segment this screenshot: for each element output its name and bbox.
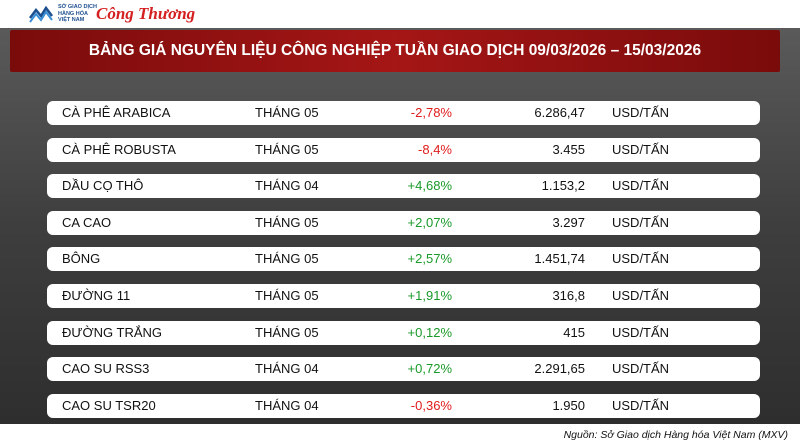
table-row: CÀ PHÊ ROBUSTA THÁNG 05 -8,4% 3.455 USD/TẤN — [47, 137, 760, 162]
month: THÁNG 05 — [255, 251, 319, 267]
unit: USD/TẤN — [612, 141, 670, 157]
change: -0,36% — [410, 397, 452, 413]
change: +2,57% — [407, 251, 452, 267]
table-row: CÀ PHÊ ARABICA THÁNG 05 -2,78% 6.286,47 USD/… — [47, 101, 760, 125]
unit: USD/TẤN — [612, 324, 670, 340]
change: -2,78% — [410, 105, 452, 120]
table-row: ĐƯỜNG TRẮNG THÁNG 05 +0,12% 415 USD/TẤN — [47, 320, 760, 345]
change: +0,12% — [407, 324, 452, 340]
unit: USD/TẤN — [612, 251, 670, 267]
change: +0,72% — [407, 361, 452, 377]
month: THÁNG 05 — [255, 288, 319, 303]
table-row: ĐƯỜNG 11 THÁNG 05 +1,91% 316,8 USD/TẤN — [47, 284, 760, 308]
commodity: ĐƯỜNG 11 — [62, 288, 131, 303]
month: THÁNG 05 — [255, 214, 319, 230]
table-row: CA CAO THÁNG 05 +2,07% 3.297 USD/TẤN — [47, 210, 760, 235]
unit: USD/TẤN — [612, 361, 670, 377]
month: THÁNG 05 — [255, 324, 319, 340]
commodity: CA CAO — [62, 214, 112, 230]
change: +1,91% — [407, 288, 452, 303]
commodity: CÀ PHÊ ARABICA — [62, 105, 171, 120]
price: 3.297 — [552, 214, 585, 230]
commodity: DẦU CỌ THÔ — [62, 178, 144, 194]
unit: USD/TẤN — [612, 178, 670, 194]
unit: USD/TẤN — [612, 288, 670, 303]
month: THÁNG 04 — [255, 397, 319, 413]
price: 415 — [563, 324, 585, 340]
month: THÁNG 04 — [255, 361, 319, 377]
commodity: ĐƯỜNG TRẮNG — [62, 324, 163, 340]
brand: Công Thương — [96, 4, 196, 23]
table-row: CAO SU RSS3 THÁNG 04 +0,72% 2.291,65 USD/TẤN — [47, 357, 760, 382]
table-row: CAO SU TSR20 THÁNG 04 -0,36% 1.950 USD/TẤN — [47, 393, 760, 418]
unit: USD/TẤN — [612, 214, 670, 230]
price: 3.455 — [552, 141, 585, 157]
month: THÁNG 05 — [255, 105, 319, 120]
change: -8,4% — [418, 141, 452, 157]
month: THÁNG 05 — [255, 141, 319, 157]
commodity: CAO SU TSR20 — [62, 397, 156, 413]
month: THÁNG 04 — [255, 178, 319, 194]
commodity: BÔNG — [62, 251, 101, 267]
change: +2,07% — [407, 214, 452, 230]
price: 2.291,65 — [534, 361, 585, 377]
source: Nguồn: Sở Giao dịch Hàng hóa Việt Nam (M… — [563, 429, 788, 441]
logo-line: VIỆT NAM — [58, 17, 85, 23]
title: BẢNG GIÁ NGUYÊN LIỆU CÔNG NGHIỆP TUẦN GI… — [10, 30, 780, 72]
logo-line: SỞ GIAO DỊCH — [58, 4, 97, 10]
price: 1.451,74 — [534, 251, 585, 267]
logo-text: SỞ GIAO DỊCH HÀNG HÓA VIỆT NAM — [58, 4, 97, 24]
unit: USD/TẤN — [612, 105, 670, 120]
unit: USD/TẤN — [612, 397, 670, 413]
table-row: DẦU CỌ THÔ THÁNG 04 +4,68% 1.153,2 USD/TẤN — [47, 174, 760, 199]
price: 1.950 — [552, 397, 585, 413]
logo-line: HÀNG HÓA — [58, 10, 88, 17]
table-row: BÔNG THÁNG 05 +2,57% 1.451,74 USD/TẤN — [47, 247, 760, 272]
commodity: CÀ PHÊ ROBUSTA — [62, 141, 176, 157]
price: 6.286,47 — [534, 105, 585, 120]
price: 316,8 — [552, 288, 585, 303]
change: +4,68% — [407, 178, 452, 194]
logo-icon — [29, 5, 53, 23]
commodity: CAO SU RSS3 — [62, 361, 150, 377]
price: 1.153,2 — [541, 178, 585, 194]
